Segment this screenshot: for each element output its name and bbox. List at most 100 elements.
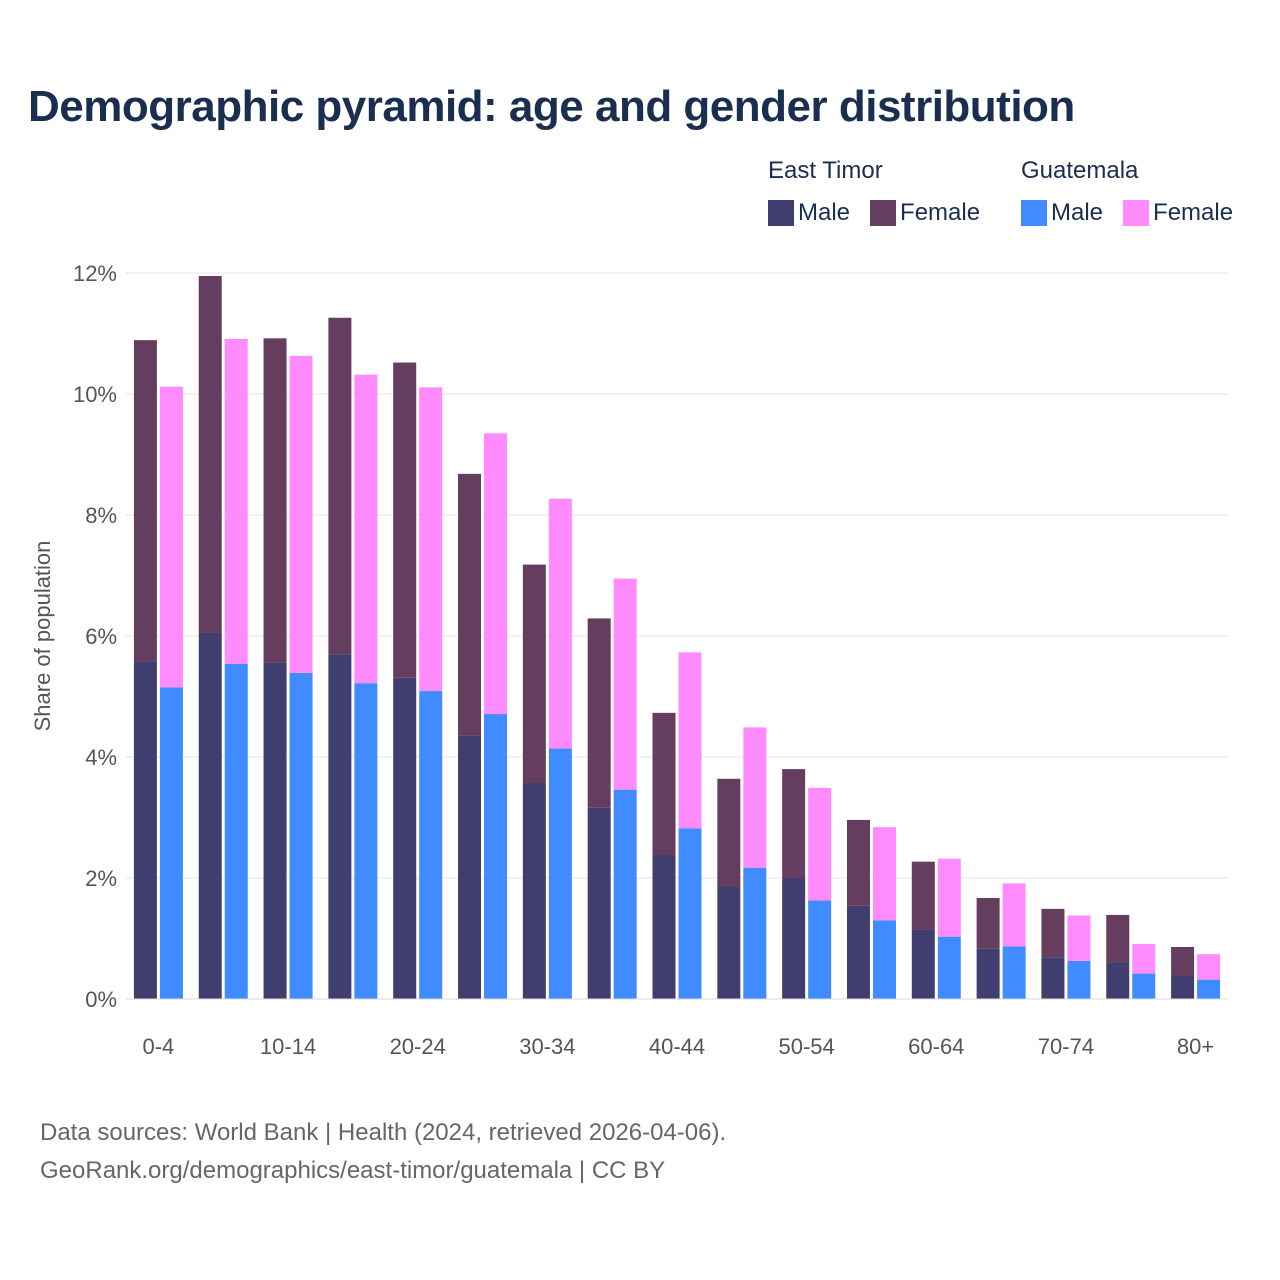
bar-guatemala-male bbox=[1067, 960, 1091, 999]
y-tick-label: 12% bbox=[73, 261, 117, 286]
x-tick-label: 80+ bbox=[1177, 1034, 1214, 1059]
legend-group-guatemala: Guatemala Male Female bbox=[1021, 157, 1253, 227]
x-tick-label: 60-64 bbox=[908, 1034, 964, 1059]
bar-east-timor-female bbox=[976, 897, 1000, 949]
x-tick-label: 20-24 bbox=[390, 1034, 446, 1059]
bar-east-timor-male bbox=[458, 735, 482, 999]
legend-item-label: Male bbox=[1051, 199, 1104, 226]
bar-east-timor-female bbox=[1106, 914, 1130, 963]
bar-east-timor-male bbox=[1171, 976, 1195, 999]
source-line-1: Data sources: World Bank | Health (2024,… bbox=[40, 1119, 727, 1146]
bar-east-timor-female bbox=[263, 338, 287, 663]
chart-title: Demographic pyramid: age and gender dist… bbox=[28, 82, 1075, 131]
bar-guatemala-female bbox=[872, 827, 896, 921]
bar-guatemala-male bbox=[678, 828, 702, 999]
bar-east-timor-male bbox=[846, 905, 870, 999]
bar-east-timor-male bbox=[522, 783, 546, 999]
bar-guatemala-female bbox=[808, 787, 832, 901]
legend-swatch-east-timor-male bbox=[768, 200, 794, 226]
legend-item-east-timor-male[interactable]: Male bbox=[768, 199, 850, 227]
bar-east-timor-female bbox=[458, 473, 482, 736]
bar-east-timor-female bbox=[782, 769, 806, 878]
x-tick-label: 50-54 bbox=[779, 1034, 835, 1059]
bar-east-timor-female bbox=[652, 712, 676, 856]
legend-item-label: Male bbox=[798, 199, 851, 226]
bar-east-timor-female bbox=[846, 819, 870, 906]
legend-swatch-guatemala-female bbox=[1123, 200, 1150, 226]
bar-east-timor-female bbox=[911, 861, 935, 930]
bar-east-timor-female bbox=[717, 778, 741, 887]
bar-guatemala-female bbox=[1002, 883, 1026, 947]
y-tick-label: 0% bbox=[85, 987, 117, 1012]
bar-guatemala-male bbox=[1132, 973, 1156, 999]
bar-guatemala-male bbox=[808, 900, 832, 999]
x-tick-label: 70-74 bbox=[1038, 1034, 1094, 1059]
bar-guatemala-female bbox=[484, 433, 508, 715]
bar-east-timor-male bbox=[976, 948, 1000, 999]
y-axis-label: Share of population bbox=[30, 541, 55, 732]
bar-guatemala-female bbox=[419, 387, 443, 692]
bar-guatemala-female bbox=[159, 386, 183, 688]
bar-east-timor-male bbox=[198, 632, 222, 999]
y-tick-label: 4% bbox=[85, 745, 117, 770]
bar-guatemala-female bbox=[613, 578, 637, 790]
bar-east-timor-female bbox=[522, 564, 546, 784]
x-tick-label: 40-44 bbox=[649, 1034, 705, 1059]
bar-east-timor-male bbox=[587, 807, 611, 999]
bar-guatemala-male bbox=[354, 683, 378, 999]
bar-east-timor-female bbox=[198, 276, 222, 633]
bar-east-timor-female bbox=[1171, 946, 1195, 977]
axes: 0% 2% 4% 6% 8% 10% 12% 0-4 10-14 20-24 30-34 40-44 5… bbox=[73, 261, 1228, 1059]
bar-guatemala-female bbox=[937, 858, 961, 937]
bar-east-timor-female bbox=[587, 618, 611, 808]
legend-item-guatemala-female[interactable]: Female bbox=[1123, 199, 1233, 227]
legend-item-guatemala-male[interactable]: Male bbox=[1021, 199, 1103, 227]
legend-group-east-timor: East Timor Male Female bbox=[768, 157, 1000, 227]
bar-east-timor-female bbox=[328, 317, 352, 655]
bar-east-timor-female bbox=[133, 340, 157, 662]
bar-east-timor-male bbox=[782, 878, 806, 999]
bar-guatemala-male bbox=[289, 672, 313, 999]
bar-guatemala-male bbox=[743, 867, 767, 999]
bar-guatemala-male bbox=[872, 920, 896, 999]
legend-item-label: Female bbox=[900, 199, 981, 226]
source-line-2[interactable]: GeoRank.org/demographics/east-timor/guat… bbox=[40, 1157, 666, 1184]
bar-guatemala-female bbox=[354, 374, 378, 684]
bar-guatemala-male bbox=[1002, 946, 1026, 999]
bar-guatemala-female bbox=[548, 498, 572, 749]
population-chart: 0% 2% 4% 6% 8% 10% 12% 0-4 10-14 20-24 30-34 40-44 5… bbox=[30, 261, 1228, 1059]
bar-east-timor-male bbox=[328, 654, 352, 999]
x-tick-label: 0-4 bbox=[143, 1034, 175, 1059]
legend-swatch-guatemala-male bbox=[1021, 200, 1047, 226]
bar-east-timor-male bbox=[393, 677, 417, 999]
y-tick-label: 2% bbox=[85, 866, 117, 891]
bar-guatemala-male bbox=[937, 936, 961, 999]
bar-guatemala-female bbox=[224, 338, 248, 664]
bar-east-timor-male bbox=[717, 886, 741, 999]
bar-guatemala-female bbox=[1067, 915, 1091, 961]
legend-country-label: Guatemala bbox=[1021, 157, 1139, 184]
bar-guatemala-male bbox=[613, 789, 637, 999]
y-tick-label: 8% bbox=[85, 503, 117, 528]
bar-guatemala-female bbox=[678, 652, 702, 829]
bar-guatemala-male bbox=[548, 748, 572, 999]
bar-east-timor-male bbox=[1106, 962, 1130, 999]
legend-item-label: Female bbox=[1153, 199, 1234, 226]
bar-east-timor-male bbox=[911, 929, 935, 999]
bar-guatemala-male bbox=[224, 663, 248, 999]
bar-guatemala-male bbox=[1197, 979, 1221, 999]
bar-guatemala-female bbox=[1132, 943, 1156, 974]
bar-guatemala-male bbox=[159, 687, 183, 999]
bar-guatemala-female bbox=[743, 727, 767, 868]
bar-guatemala-male bbox=[419, 691, 443, 999]
legend-swatch-east-timor-female bbox=[870, 200, 897, 226]
bars bbox=[133, 276, 1221, 999]
bar-east-timor-female bbox=[1041, 908, 1065, 958]
y-tick-label: 6% bbox=[85, 624, 117, 649]
legend-item-east-timor-female[interactable]: Female bbox=[870, 199, 980, 227]
legend-country-label: East Timor bbox=[768, 157, 883, 184]
bar-east-timor-female bbox=[393, 362, 417, 678]
y-tick-label: 10% bbox=[73, 382, 117, 407]
bar-east-timor-male bbox=[263, 662, 287, 999]
bar-guatemala-female bbox=[1197, 954, 1221, 980]
